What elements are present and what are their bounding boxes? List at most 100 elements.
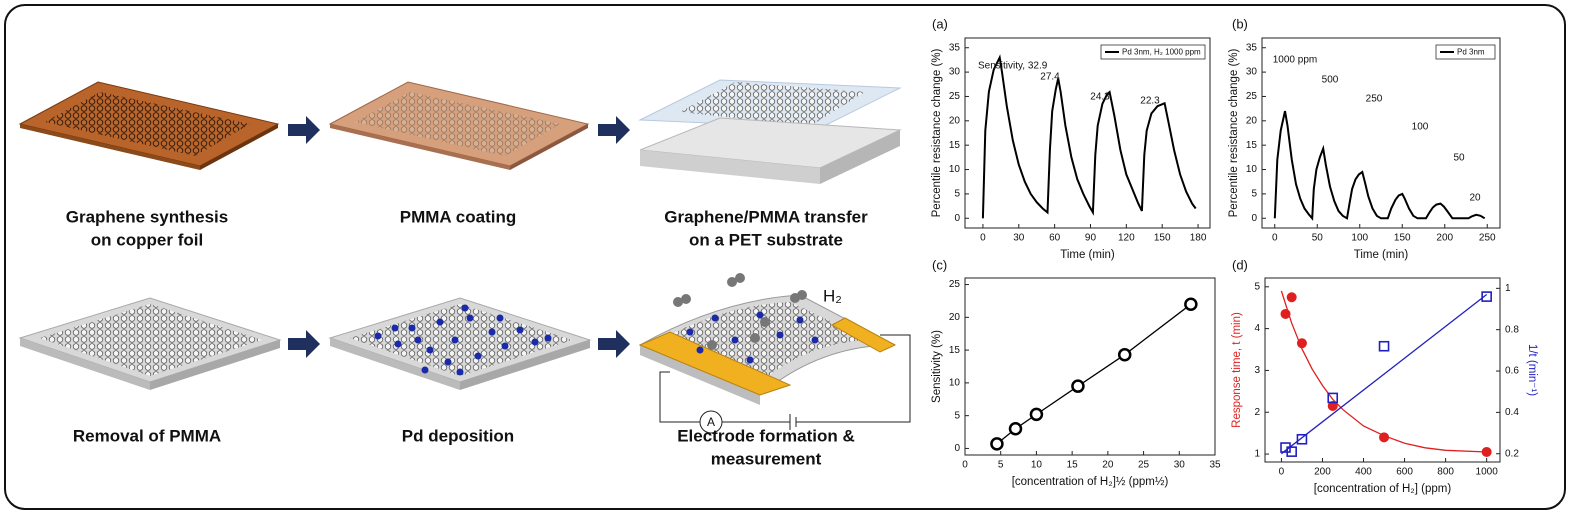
y-tick-label: 30 (949, 67, 961, 78)
y-tick-label: 0 (954, 443, 960, 454)
step-label: on copper foil (91, 230, 203, 249)
marker (1184, 297, 1198, 311)
annotation: 100 (1412, 122, 1429, 133)
x-tick-label: 5 (998, 460, 1004, 471)
x-tick-label: 30 (1174, 460, 1186, 471)
y2-axis-label: 1/t (min⁻¹) (1526, 344, 1538, 396)
marker (1327, 400, 1338, 411)
plot-frame (964, 37, 1211, 229)
x-tick-label: 10 (1031, 460, 1043, 471)
annotation: 50 (1453, 153, 1465, 164)
y-tick-label: 1 (1254, 449, 1260, 460)
marker (1378, 340, 1390, 352)
graphene-on-pet (18, 297, 282, 390)
step-label: PMMA coating (400, 207, 516, 226)
x-tick-label: 0 (980, 233, 986, 244)
x-tick-label: 0 (1279, 467, 1285, 478)
y-tick-label: 35 (949, 42, 961, 53)
pmma-coated-foil (328, 81, 590, 170)
y2-tick-label: 0.6 (1505, 366, 1519, 377)
x-tick-label: 15 (1067, 460, 1079, 471)
y-tick-label: 5 (954, 410, 960, 421)
x-tick-label: 250 (1479, 233, 1496, 244)
y-tick-label: 10 (1246, 164, 1258, 175)
x-tick-label: 120 (1118, 233, 1135, 244)
y-tick-label: 20 (1246, 115, 1258, 126)
marker (1327, 392, 1339, 404)
annotation: 1000 ppm (1273, 55, 1317, 66)
marker (1481, 291, 1492, 302)
y2-tick-label: 0.8 (1505, 324, 1519, 335)
x-tick-label: 800 (1437, 467, 1454, 478)
annotation: 24.3 (1090, 92, 1110, 103)
x-tick-label: 150 (1394, 233, 1411, 244)
annotation: 22.3 (1140, 96, 1160, 107)
y-tick-label: 10 (949, 378, 961, 389)
annotation: Sensitivity, 32.9 (978, 61, 1048, 72)
y-tick-label: 15 (1246, 140, 1258, 151)
ammeter-label: A (707, 415, 715, 429)
marker (1286, 446, 1297, 457)
series-line (1280, 290, 1487, 453)
x-axis-label: [concentration of H₂]½ (ppm½) (1012, 476, 1169, 488)
y-tick-label: 5 (1251, 189, 1257, 200)
x-tick-label: 25 (1138, 460, 1150, 471)
y-tick-label: 20 (949, 115, 961, 126)
copper-foil (18, 81, 280, 170)
x-tick-label: 0 (962, 460, 968, 471)
annotation: 27.4 (1040, 72, 1060, 83)
y-tick-label: 20 (949, 312, 961, 323)
x-tick-label: 60 (1049, 233, 1061, 244)
marker (1296, 433, 1308, 445)
x-tick-label: 0 (1272, 233, 1278, 244)
marker (1296, 338, 1307, 349)
step-label: Electrode formation & (677, 426, 855, 445)
y-axis-label: Response time, t (min) (1231, 312, 1243, 428)
legend-label: Pd 3nm, H₂ 1000 ppm (1122, 48, 1201, 57)
y-axis-label: Percentile resistance change (%) (1228, 48, 1240, 217)
plot-frame (1261, 37, 1501, 229)
step-label: Graphene synthesis (66, 207, 229, 226)
y-tick-label: 25 (1246, 91, 1258, 102)
plot-frame (964, 277, 1216, 456)
marker (1008, 422, 1023, 436)
y-axis-label: Percentile resistance change (%) (931, 48, 943, 217)
pd-deposited (328, 297, 592, 390)
x-tick-label: 400 (1355, 467, 1372, 478)
x-axis-label: [concentration of H₂] (ppm) (1314, 483, 1452, 495)
y-tick-label: 0 (954, 213, 960, 224)
y-tick-label: 25 (949, 91, 961, 102)
pet-substrate (638, 79, 902, 184)
y-tick-label: 25 (949, 279, 961, 290)
y-tick-label: 0 (1251, 213, 1257, 224)
arrows (288, 116, 630, 358)
y-tick-label: 5 (1254, 281, 1260, 292)
y-tick-label: 10 (949, 164, 961, 175)
marker (1071, 379, 1085, 393)
x-tick-label: 1000 (1476, 467, 1499, 478)
step-label: on a PET substrate (689, 230, 843, 249)
annotation: 20 (1469, 193, 1481, 204)
y-axis-label: Sensitivity (%) (931, 330, 943, 403)
x-tick-label: 30 (1013, 233, 1025, 244)
series-line (1281, 293, 1488, 455)
panel-label: (c) (932, 257, 947, 272)
step-label: Removal of PMMA (73, 426, 221, 445)
panel-label: (b) (1232, 16, 1248, 31)
legend-label: Pd 3nm (1457, 48, 1485, 57)
marker (1117, 347, 1132, 362)
gas-label: H₂ (823, 286, 842, 305)
y2-tick-label: 0.4 (1505, 407, 1519, 418)
y-tick-label: 15 (949, 140, 961, 151)
y-tick-label: 2 (1254, 407, 1260, 418)
step-label: Pd deposition (402, 426, 514, 445)
step-label: Graphene/PMMA transfer (664, 207, 868, 226)
flexible-sensor: A H₂ (638, 273, 911, 434)
x-tick-label: 90 (1085, 233, 1097, 244)
x-tick-label: 20 (1102, 460, 1114, 471)
y-tick-label: 5 (954, 189, 960, 200)
x-tick-label: 50 (1312, 233, 1324, 244)
x-tick-label: 180 (1190, 233, 1207, 244)
